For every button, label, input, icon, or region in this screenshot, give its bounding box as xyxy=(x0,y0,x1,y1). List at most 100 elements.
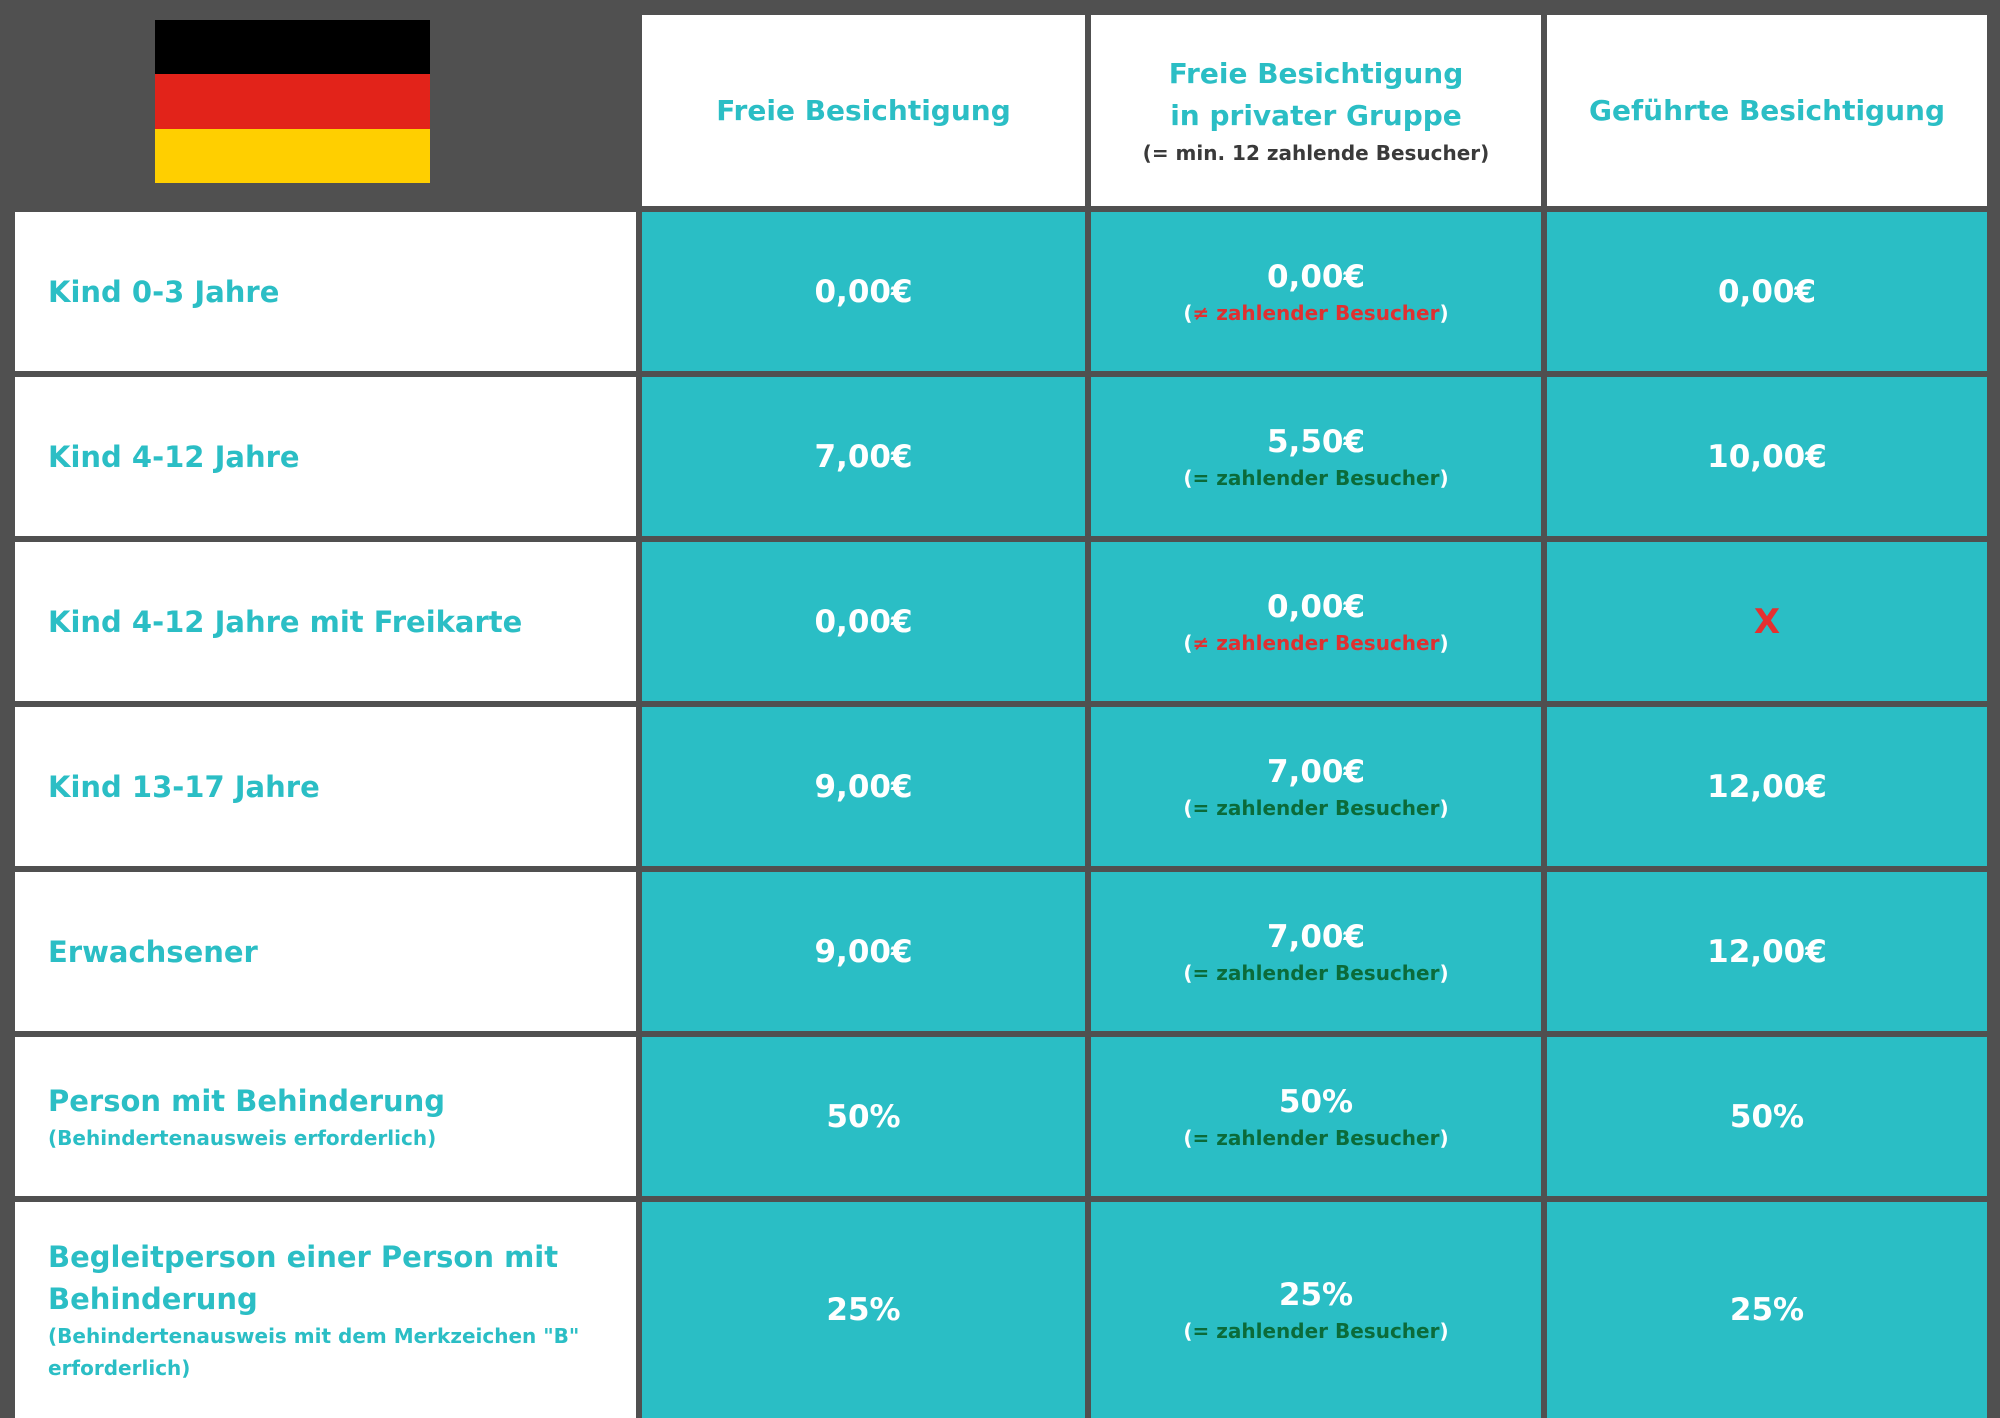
price-free: 0,00€ xyxy=(642,212,1085,371)
not-available-icon: X xyxy=(1753,601,1781,642)
header-note: (= min. 12 zahlende Besucher) xyxy=(1142,140,1490,165)
note-paren-close: ) xyxy=(1439,1319,1449,1343)
note-text: = zahlender Besucher xyxy=(1192,795,1440,820)
price-free: 50% xyxy=(642,1037,1085,1196)
price-free: 9,00€ xyxy=(642,707,1085,866)
price-value: 50% xyxy=(1278,1083,1354,1120)
flag-cell xyxy=(15,15,636,206)
price-group: 7,00€ (= zahlender Besucher) xyxy=(1091,872,1541,1031)
row-label-child-4-12-freikarte: Kind 4-12 Jahre mit Freikarte xyxy=(15,542,636,701)
note-text: = zahlender Besucher xyxy=(1192,465,1440,490)
price-free: 25% xyxy=(642,1202,1085,1418)
price-group: 0,00€ (≠ zahlender Besucher) xyxy=(1091,542,1541,701)
price-value: 0,00€ xyxy=(1717,273,1817,310)
price-note: (≠ zahlender Besucher) xyxy=(1183,628,1448,658)
price-free: 0,00€ xyxy=(642,542,1085,701)
price-guided: 0,00€ xyxy=(1547,212,1987,371)
note-paren-close: ) xyxy=(1439,795,1449,820)
price-value: 12,00€ xyxy=(1707,933,1827,970)
note-paren-close: ) xyxy=(1439,300,1449,325)
row-label: Person mit Behinderung xyxy=(48,1083,446,1118)
row-label-child-13-17: Kind 13-17 Jahre xyxy=(15,707,636,866)
row-label-disabled-person: Person mit Behinderung (Behindertenauswe… xyxy=(15,1037,636,1196)
row-label-note: (Behindertenausweis mit dem Merkzeichen … xyxy=(48,1324,580,1380)
price-free: 7,00€ xyxy=(642,377,1085,536)
row-label: Kind 4-12 Jahre mit Freikarte xyxy=(48,604,523,639)
price-guided: 50% xyxy=(1547,1037,1987,1196)
row-label: Kind 13-17 Jahre xyxy=(48,769,320,804)
header-guided-tour: Geführte Besichtigung xyxy=(1547,15,1987,206)
price-guided: 10,00€ xyxy=(1547,377,1987,536)
row-label-child-4-12: Kind 4-12 Jahre xyxy=(15,377,636,536)
price-value: 5,50€ xyxy=(1266,423,1366,460)
header-title: Geführte Besichtigung xyxy=(1588,93,1945,127)
header-title: Freie Besichtigung xyxy=(716,93,1011,127)
price-value: 0,00€ xyxy=(814,273,913,310)
note-paren-open: ( xyxy=(1183,630,1193,655)
row-label-companion: Begleitperson einer Person mit Behinderu… xyxy=(15,1202,636,1418)
germany-flag-icon xyxy=(155,20,430,183)
row-label: Kind 4-12 Jahre xyxy=(48,439,300,474)
flag-stripe-gold xyxy=(155,128,430,183)
note-paren-open: ( xyxy=(1183,795,1193,820)
price-value: 50% xyxy=(1729,1098,1805,1135)
note-paren-close: ) xyxy=(1439,630,1449,655)
price-note: (= zahlender Besucher) xyxy=(1183,1123,1448,1153)
price-table: Freie Besichtigung Freie Besichtigung in… xyxy=(15,15,1987,1418)
price-value: 9,00€ xyxy=(814,933,913,970)
price-value: 50% xyxy=(826,1098,901,1135)
price-value: 25% xyxy=(1729,1292,1805,1328)
note-paren-close: ) xyxy=(1439,465,1449,490)
row-label-adult: Erwachsener xyxy=(15,872,636,1031)
price-note: (≠ zahlender Besucher) xyxy=(1183,298,1448,328)
price-note: (= zahlender Besucher) xyxy=(1183,958,1448,988)
price-guided: X xyxy=(1547,542,1987,701)
price-value: 7,00€ xyxy=(1266,753,1366,790)
flag-stripe-red xyxy=(155,74,430,129)
price-note: (= zahlender Besucher) xyxy=(1183,793,1448,823)
price-value: 7,00€ xyxy=(814,438,913,475)
price-group: 5,50€ (= zahlender Besucher) xyxy=(1091,377,1541,536)
note-text: = zahlender Besucher xyxy=(1192,1319,1440,1343)
note-paren-close: ) xyxy=(1439,1125,1449,1150)
price-value: 25% xyxy=(826,1292,901,1328)
price-note: (= zahlender Besucher) xyxy=(1183,463,1448,493)
note-text: = zahlender Besucher xyxy=(1192,1125,1440,1150)
row-label: Kind 0-3 Jahre xyxy=(48,274,280,309)
row-label-child-0-3: Kind 0-3 Jahre xyxy=(15,212,636,371)
price-note: (= zahlender Besucher) xyxy=(1183,1316,1448,1346)
row-label: Begleitperson einer Person mit Behinderu… xyxy=(48,1240,559,1316)
flag-stripe-black xyxy=(155,20,430,75)
note-text: = zahlender Besucher xyxy=(1192,960,1440,985)
price-group: 0,00€ (≠ zahlender Besucher) xyxy=(1091,212,1541,371)
header-private-group: Freie Besichtigung in privater Gruppe (=… xyxy=(1091,15,1541,206)
price-value: 7,00€ xyxy=(1266,918,1366,955)
note-paren-open: ( xyxy=(1183,1125,1193,1150)
row-label: Erwachsener xyxy=(48,934,258,969)
note-text: ≠ zahlender Besucher xyxy=(1192,630,1440,655)
price-value: 10,00€ xyxy=(1707,438,1827,475)
price-value: 0,00€ xyxy=(1266,588,1366,625)
header-title-line2: in privater Gruppe xyxy=(1170,98,1462,132)
header-title-line1: Freie Besichtigung xyxy=(1168,56,1464,90)
price-value: 0,00€ xyxy=(1266,258,1366,295)
header-free-visit: Freie Besichtigung xyxy=(642,15,1085,206)
price-guided: 25% xyxy=(1547,1202,1987,1418)
price-free: 9,00€ xyxy=(642,872,1085,1031)
price-guided: 12,00€ xyxy=(1547,707,1987,866)
price-guided: 12,00€ xyxy=(1547,872,1987,1031)
note-paren-open: ( xyxy=(1183,960,1193,985)
note-paren-open: ( xyxy=(1183,465,1193,490)
price-group: 50% (= zahlender Besucher) xyxy=(1091,1037,1541,1196)
row-label-note: (Behindertenausweis erforderlich) xyxy=(48,1125,437,1150)
price-group: 7,00€ (= zahlender Besucher) xyxy=(1091,707,1541,866)
note-text: ≠ zahlender Besucher xyxy=(1192,300,1440,325)
price-value: 9,00€ xyxy=(814,768,913,805)
price-value: 0,00€ xyxy=(814,603,913,640)
note-paren-open: ( xyxy=(1183,1319,1193,1343)
price-group: 25% (= zahlender Besucher) xyxy=(1091,1202,1541,1418)
note-paren-close: ) xyxy=(1439,960,1449,985)
price-value: 25% xyxy=(1278,1277,1354,1313)
note-paren-open: ( xyxy=(1183,300,1193,325)
price-value: 12,00€ xyxy=(1707,768,1827,805)
